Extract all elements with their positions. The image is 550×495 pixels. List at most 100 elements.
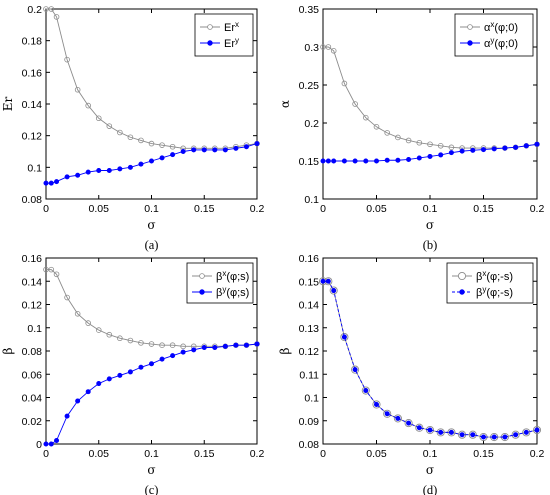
- data-point: [513, 144, 519, 150]
- data-point: [149, 158, 155, 164]
- legend-box: [446, 262, 534, 304]
- data-point: [427, 153, 433, 159]
- legend-label: Erx: [224, 20, 239, 35]
- data-point: [470, 432, 476, 438]
- legend-marker: [457, 271, 467, 281]
- data-point: [48, 441, 54, 447]
- data-point: [169, 342, 176, 348]
- data-point: [233, 342, 239, 348]
- data-point: [43, 266, 49, 273]
- data-point: [534, 427, 540, 433]
- y-tick-label: 0.2: [27, 4, 42, 16]
- data-point: [448, 144, 455, 151]
- y-tick-label: 0.02: [22, 416, 43, 428]
- data-point: [74, 310, 81, 317]
- y-tick-label: 0.14: [22, 276, 43, 288]
- data-point: [159, 356, 165, 362]
- legend-marker: [459, 289, 465, 295]
- data-point: [64, 294, 70, 301]
- data-point: [331, 288, 337, 294]
- data-point: [513, 432, 519, 438]
- data-point: [362, 114, 369, 121]
- x-axis-label: σ: [147, 463, 155, 477]
- data-point: [159, 142, 165, 148]
- data-point: [491, 146, 497, 152]
- data-point: [406, 420, 412, 426]
- data-point: [384, 411, 390, 417]
- data-point: [448, 429, 454, 435]
- data-point: [406, 156, 412, 162]
- data-point: [117, 129, 123, 136]
- series-y: [43, 341, 260, 447]
- legend-box: [186, 262, 254, 304]
- data-point: [212, 147, 218, 153]
- data-point: [85, 320, 91, 326]
- data-point: [363, 158, 369, 164]
- data-point: [361, 386, 370, 395]
- data-point: [170, 353, 176, 359]
- data-point: [127, 134, 134, 141]
- data-point: [201, 345, 207, 351]
- data-point: [48, 266, 55, 273]
- y-tick-label: 0.1: [27, 162, 42, 174]
- data-point: [53, 14, 60, 20]
- data-point: [325, 44, 332, 50]
- data-point: [54, 179, 60, 185]
- legend: αx(φ;0)αy(φ;0): [454, 13, 534, 57]
- x-tick-label: 0: [43, 203, 49, 215]
- data-point: [191, 147, 197, 153]
- data-point: [180, 349, 186, 355]
- data-point: [254, 341, 260, 347]
- data-point: [180, 149, 186, 155]
- series-y: [320, 141, 540, 164]
- x-tick-label: 0.1: [423, 203, 438, 215]
- data-point: [329, 286, 338, 295]
- data-point: [416, 139, 423, 146]
- data-point: [159, 342, 165, 348]
- data-point: [523, 429, 529, 435]
- data-point: [243, 342, 249, 348]
- data-point: [320, 278, 326, 284]
- legend-marker: [199, 289, 205, 295]
- data-point: [53, 271, 60, 278]
- y-tick-label: 0.06: [22, 369, 43, 381]
- data-point: [149, 361, 155, 367]
- data-point: [511, 430, 520, 439]
- x-tick-label: 0.2: [530, 448, 545, 460]
- data-point: [372, 400, 381, 409]
- y-axis-label: α: [278, 100, 292, 108]
- x-axis-label: σ: [426, 218, 434, 232]
- legend-label: Ery: [224, 36, 239, 51]
- data-point: [341, 80, 348, 87]
- x-tick-label: 0: [43, 448, 49, 460]
- data-point: [325, 278, 331, 284]
- data-point: [106, 123, 113, 129]
- legend-label: βx(φ;-s): [476, 269, 513, 284]
- data-point: [117, 372, 123, 378]
- series-line: [46, 8, 258, 149]
- data-point: [212, 345, 218, 351]
- data-point: [395, 134, 401, 141]
- legend: βx(φ;-s)βy(φ;-s): [446, 262, 534, 304]
- y-tick-label: 0.12: [22, 300, 43, 312]
- data-point: [459, 432, 465, 438]
- y-tick-label: 0.15: [299, 276, 320, 288]
- data-point: [148, 140, 155, 147]
- data-point: [352, 101, 358, 107]
- data-point: [384, 130, 391, 136]
- data-point: [383, 409, 392, 418]
- legend-label: βy(φ;-s): [476, 285, 513, 300]
- y-tick-label: 0: [36, 439, 42, 451]
- data-point: [74, 86, 81, 93]
- x-tick-label: 0: [320, 203, 326, 215]
- y-tick-label: 0.08: [22, 194, 43, 206]
- data-point: [96, 381, 102, 387]
- series-line: [323, 280, 538, 438]
- data-point: [325, 158, 331, 164]
- panel-label: (c): [145, 483, 159, 495]
- data-point: [222, 147, 228, 153]
- data-point: [405, 137, 412, 144]
- x-tick-label: 0.15: [473, 203, 494, 215]
- y-tick-label: 0.1: [304, 194, 319, 206]
- data-point: [138, 340, 144, 346]
